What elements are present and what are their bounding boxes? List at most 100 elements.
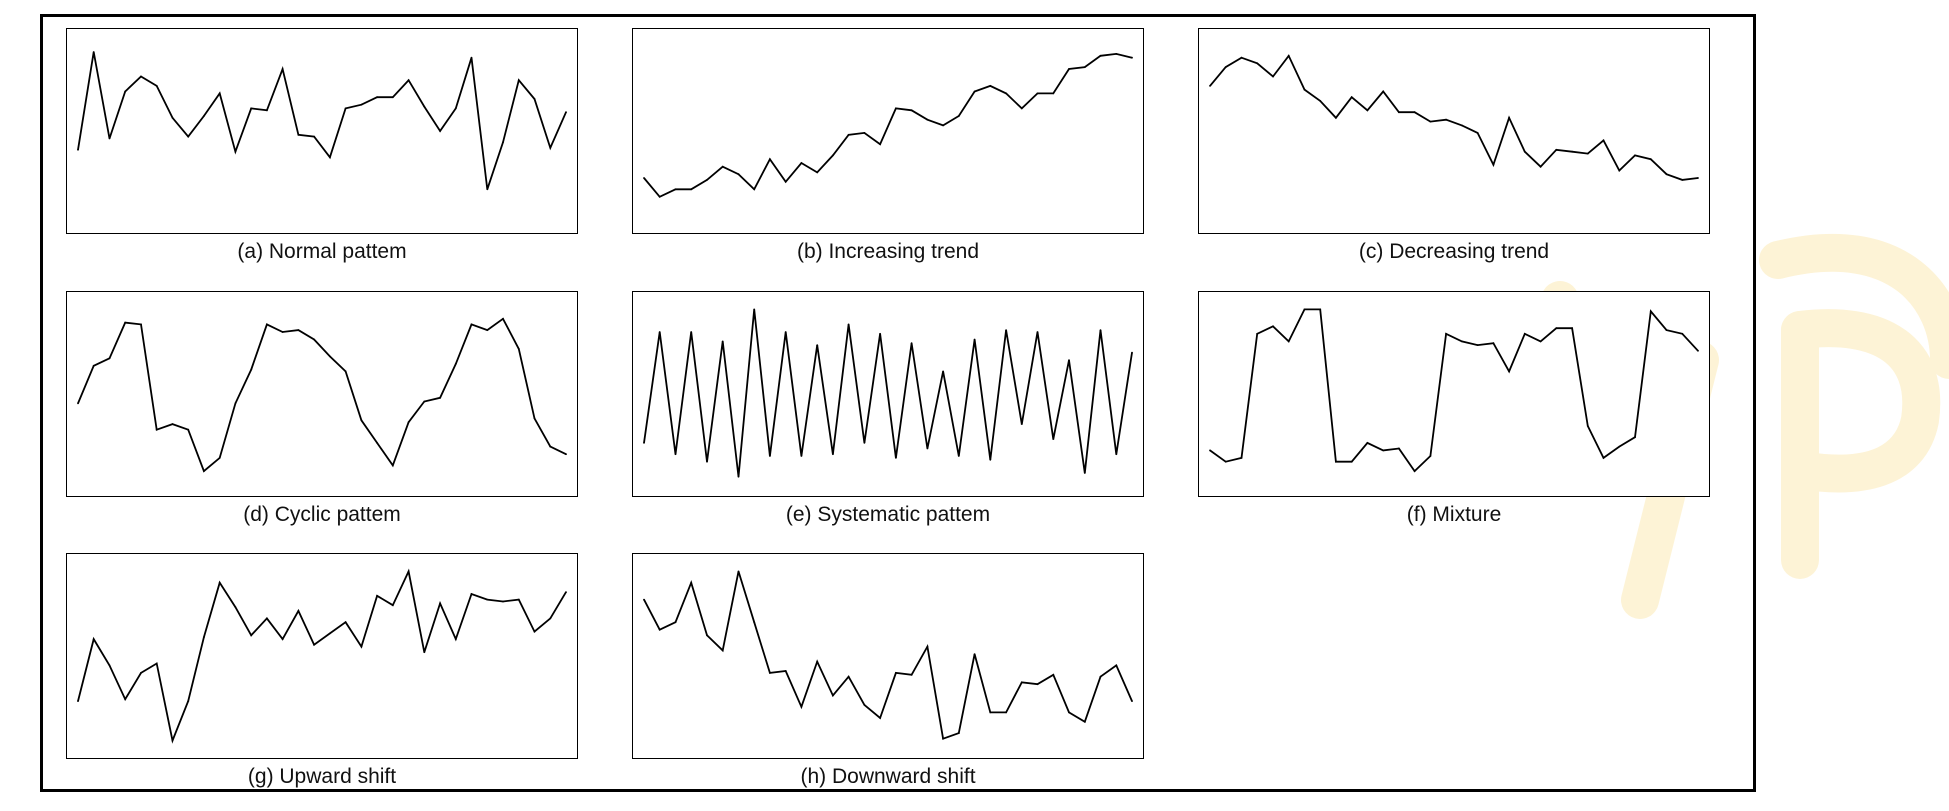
plot-area (632, 291, 1144, 497)
data-point (1586, 152, 1589, 155)
data-point (1115, 453, 1118, 456)
data-point (486, 598, 489, 601)
data-point (313, 643, 315, 646)
data-point (486, 188, 489, 191)
data-point (407, 421, 410, 424)
data-point (674, 188, 677, 191)
data-point (658, 628, 661, 631)
data-point (1429, 455, 1432, 457)
data-point (517, 79, 520, 82)
data-point (533, 630, 536, 633)
data-point (1649, 310, 1652, 313)
data-point (1005, 711, 1007, 714)
data-point (533, 98, 536, 100)
line-plot (77, 317, 567, 473)
data-point (281, 638, 284, 640)
data-point (1697, 349, 1699, 352)
plot-area (1198, 291, 1710, 497)
data-point (297, 133, 300, 136)
data-point (1083, 472, 1086, 474)
data-point (895, 457, 897, 459)
series-line (77, 568, 567, 744)
data-point (1005, 92, 1007, 95)
data-point (926, 118, 929, 121)
data-point (124, 90, 127, 93)
data-point (187, 135, 190, 138)
data-point (502, 317, 504, 320)
data-point (171, 423, 174, 425)
data-point (737, 570, 740, 573)
data-point (77, 402, 79, 405)
data-point (470, 593, 473, 595)
panel-caption: (d) Cyclic pattem (243, 503, 401, 526)
data-point (234, 150, 237, 153)
data-point (737, 475, 740, 478)
data-point (737, 173, 740, 176)
data-point (1131, 56, 1133, 59)
data-point (1445, 332, 1447, 335)
data-point (721, 165, 724, 168)
data-point (1005, 329, 1007, 331)
panel-caption: (h) Downward shift (800, 765, 976, 788)
data-point (1083, 66, 1086, 68)
data-point (1508, 370, 1510, 373)
plot-area (632, 553, 1144, 759)
data-point (92, 638, 95, 640)
data-point (1131, 351, 1133, 354)
data-point (863, 132, 866, 134)
data-point (1366, 109, 1369, 112)
data-point (1476, 344, 1479, 346)
data-point (266, 323, 268, 326)
data-point (1068, 68, 1070, 70)
data-point (1523, 150, 1526, 153)
data-point (423, 400, 426, 403)
data-point (549, 445, 552, 448)
data-point (187, 700, 190, 702)
data-point (407, 79, 410, 82)
series-line (77, 317, 567, 473)
line-plot (77, 568, 567, 744)
data-point (690, 581, 693, 584)
data-point (957, 732, 960, 734)
data-point (407, 570, 410, 573)
data-point (643, 598, 645, 601)
data-point (816, 171, 819, 174)
line-plot (643, 52, 1133, 198)
data-point (879, 143, 881, 146)
data-point (674, 621, 677, 624)
data-point (1665, 173, 1668, 176)
plot-area (66, 553, 578, 759)
data-point (486, 329, 489, 331)
data-point (502, 600, 504, 603)
data-point (454, 107, 457, 110)
data-point (832, 453, 834, 456)
data-point (344, 370, 347, 373)
data-point (1492, 163, 1495, 166)
data-point (517, 348, 520, 350)
data-point (1115, 53, 1118, 55)
data-point (1461, 124, 1463, 127)
data-point (1319, 308, 1322, 311)
line-plot (77, 51, 567, 191)
data-point (1052, 438, 1055, 440)
data-point (1099, 329, 1102, 331)
data-point (281, 331, 284, 333)
series-line (643, 571, 1133, 740)
data-point (1036, 683, 1039, 686)
data-point (1555, 327, 1558, 330)
data-point (706, 634, 708, 637)
data-point (344, 621, 347, 624)
data-point (800, 162, 803, 164)
data-point (1319, 100, 1322, 102)
data-point (1068, 359, 1070, 362)
data-point (784, 670, 787, 672)
data-point (1052, 673, 1055, 676)
series-line (77, 51, 567, 190)
data-point (1240, 457, 1243, 459)
data-point (1618, 169, 1621, 172)
line-plot (1209, 54, 1699, 181)
data-point (910, 109, 913, 112)
data-point (1240, 56, 1243, 59)
data-point (439, 130, 441, 132)
plot-area (66, 28, 578, 234)
